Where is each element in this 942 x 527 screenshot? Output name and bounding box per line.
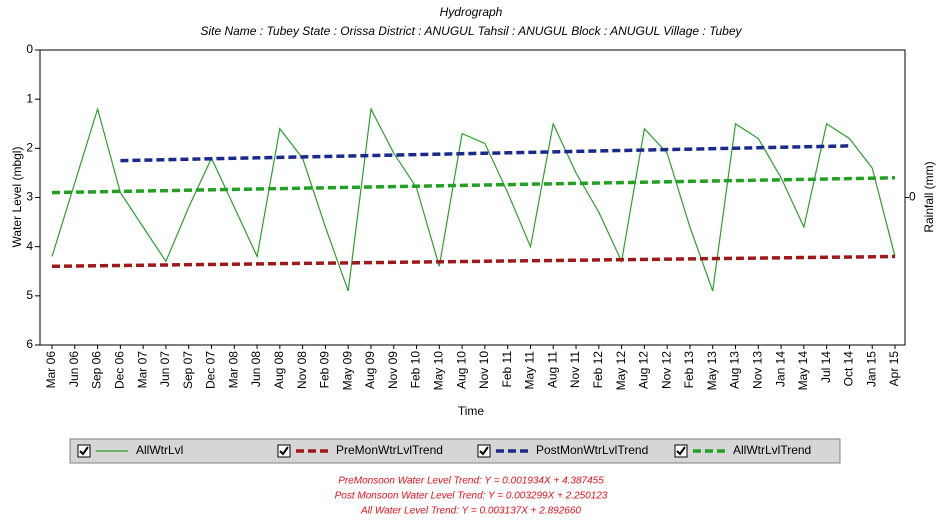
legend-check [479,446,489,456]
y-tick-label: 0 [26,42,33,56]
y-tick-label: 6 [26,337,33,351]
x-tick-label: Aug 11 [545,351,559,388]
x-tick-label: Feb 11 [500,351,514,388]
series-line [51,176,896,195]
x-tick-label: Feb 13 [682,351,696,389]
series-line [120,144,850,163]
x-tick-label: May 10 [431,351,445,391]
x-tick-label: May 13 [705,351,719,391]
legend-check [79,446,89,456]
legend-check [676,446,686,456]
x-tick-label: Aug 08 [272,351,286,389]
x-tick-label: Nov 11 [568,351,582,388]
legend-label: PreMonWtrLvlTrend [336,443,443,457]
y2-tick-label: 0 [909,190,916,204]
x-tick-label: Nov 12 [659,351,673,389]
x-tick-label: Dec 07 [204,351,218,389]
trend-equation: Post Monsoon Water Level Trend: Y = 0.00… [335,491,608,502]
y-tick-label: 4 [26,239,33,253]
y-tick-label: 2 [26,141,33,155]
x-tick-label: Apr 15 [887,351,901,387]
x-tick-label: Jun 07 [158,351,172,387]
x-axis-label: Time [458,404,485,418]
x-tick-label: Sep 06 [90,351,104,389]
x-tick-label: Mar 08 [226,351,240,389]
y2-axis-label: Rainfall (mm) [922,161,936,232]
x-tick-label: Jun 08 [249,351,263,387]
series-line [51,106,896,292]
x-tick-label: Feb 10 [409,351,423,389]
x-tick-label: May 12 [614,351,628,391]
series-line [51,254,896,269]
x-tick-label: Feb 09 [318,351,332,389]
legend-label: PostMonWtrLvlTrend [536,443,648,457]
x-tick-label: Oct 14 [842,351,856,387]
x-tick-label: Nov 09 [386,351,400,389]
trend-equation: PreMonsoon Water Level Trend: Y = 0.0019… [338,476,604,487]
x-tick-label: Aug 12 [637,351,651,389]
x-tick-label: Mar 07 [135,351,149,389]
x-tick-label: Jan 14 [773,351,787,387]
x-tick-label: Sep 07 [181,351,195,389]
x-tick-label: Aug 13 [728,351,742,389]
x-tick-label: May 14 [796,351,810,391]
x-tick-label: Aug 10 [454,351,468,389]
x-tick-label: Nov 08 [295,351,309,389]
x-tick-label: May 09 [340,351,354,391]
x-tick-label: Dec 06 [113,351,127,389]
y-tick-label: 5 [26,288,33,302]
y-axis-label: Water Level (mbgl) [10,147,24,248]
legend-check [279,446,289,456]
x-tick-label: Jul 14 [819,351,833,383]
x-tick-label: Feb 12 [591,351,605,389]
x-tick-label: Jun 06 [67,351,81,387]
chart-title: Hydrograph [440,5,503,19]
plot-area [39,49,906,346]
y-tick-label: 1 [26,91,33,105]
x-tick-label: May 11 [523,351,537,390]
x-tick-label: Nov 10 [477,351,491,389]
x-tick-label: Mar 06 [44,351,58,389]
trend-equation: All Water Level Trend: Y = 0.003137X + 2… [360,506,581,517]
x-tick-label: Aug 09 [363,351,377,389]
legend-label: AllWtrLvlTrend [733,443,811,457]
chart-subtitle: Site Name : Tubey State : Orissa Distric… [200,24,742,38]
y-tick-label: 3 [26,190,33,204]
x-tick-label: Nov 13 [750,351,764,389]
legend-label: AllWtrLvl [136,443,183,457]
x-tick-label: Jan 15 [864,351,878,387]
